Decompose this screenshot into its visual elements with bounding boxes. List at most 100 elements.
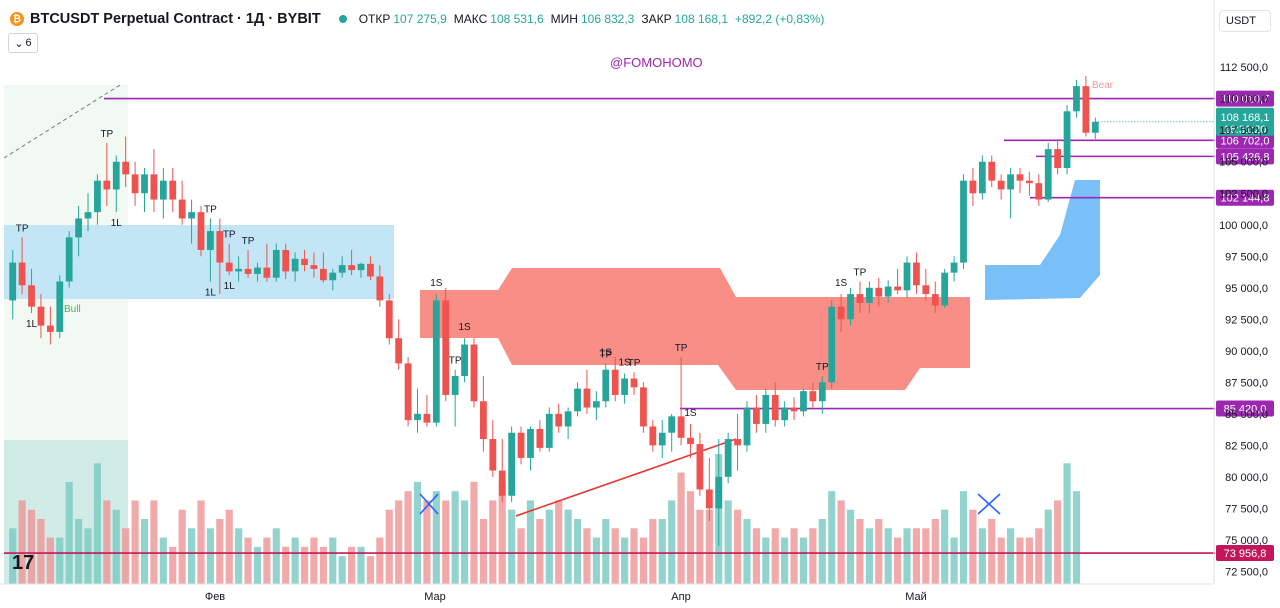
y-tick-label: 90 000,0: [1225, 346, 1268, 358]
long-signal: 1L: [111, 218, 123, 229]
candle-body: [414, 413, 421, 421]
candle-body: [743, 407, 751, 446]
volume-bar: [884, 528, 892, 584]
currency-select[interactable]: USDT: [1219, 10, 1271, 32]
level-label: 73 956,8: [1224, 548, 1267, 560]
candle-body: [592, 401, 600, 408]
volume-bar: [357, 546, 365, 584]
volume-bar: [677, 472, 685, 584]
tp-signal: TP: [100, 129, 113, 140]
candle-body: [9, 262, 17, 301]
volume-bar: [639, 537, 648, 584]
candle-body: [574, 388, 581, 412]
candle-body: [470, 344, 478, 402]
volume-bar: [752, 528, 760, 584]
candle-body: [677, 416, 685, 438]
symbol-title[interactable]: BTCUSDT Perpetual Contract · 1Д · BYBIT: [30, 11, 321, 27]
volume-bar: [978, 528, 986, 584]
volume-bar: [338, 556, 346, 584]
volume-bar: [56, 537, 64, 584]
time-axis[interactable]: Фев Мар Апр Май: [0, 583, 1214, 603]
volume-bar: [206, 528, 214, 584]
volume-bar: [310, 537, 318, 584]
volume-bar: [376, 537, 384, 584]
volume-bar: [470, 481, 478, 584]
level-label: 106 702,0: [1221, 135, 1270, 147]
volume-bar: [592, 537, 600, 584]
candle-body: [188, 212, 195, 219]
candle-body: [282, 249, 290, 272]
candle-body: [141, 174, 148, 194]
candle-body: [348, 265, 355, 271]
volume-bar: [912, 528, 921, 584]
volume-bar: [856, 519, 864, 584]
volume-bar: [649, 519, 657, 584]
candle-body: [696, 444, 704, 490]
candle-body: [178, 199, 186, 219]
candle-body: [1035, 183, 1043, 200]
volume-bar: [122, 528, 130, 584]
candle-body: [922, 285, 930, 295]
short-signal: 1S: [684, 408, 697, 419]
candle-body: [790, 407, 798, 412]
candle-body: [611, 369, 619, 395]
candle-body: [734, 439, 741, 446]
candle-body: [1091, 121, 1099, 133]
candle-body: [216, 231, 224, 263]
candle-body: [1082, 86, 1090, 133]
x-tick-label: Май: [905, 591, 927, 603]
bitcoin-icon: ₿: [10, 12, 24, 26]
short-signal: 1S: [458, 322, 471, 333]
candle-body: [169, 180, 177, 200]
candle-body: [197, 212, 205, 250]
price-axis[interactable]: 72 500,0 75 000,0 77 500,0 80 000,0 82 500,0…: [1213, 0, 1268, 584]
volume-bar: [696, 509, 704, 584]
candle-body: [875, 287, 883, 297]
candle-body: [818, 382, 826, 402]
volume-bar: [140, 519, 149, 584]
y-tick-label: 102 500,0: [1219, 188, 1268, 200]
candle-body: [1026, 180, 1033, 184]
candle-body: [564, 411, 572, 427]
candle-body: [301, 258, 308, 266]
indicators-toggle-button[interactable]: ⌄ 6: [8, 33, 38, 53]
volume-bar: [1006, 528, 1015, 584]
volume-bar: [903, 528, 911, 584]
candle-body: [517, 432, 525, 458]
candle-body: [46, 325, 54, 332]
candle-body: [423, 413, 431, 423]
volume-bar: [809, 528, 817, 584]
candle-body: [357, 263, 365, 271]
candle-body: [545, 413, 553, 448]
candle-body: [498, 470, 506, 496]
y-tick-label: 85 000,0: [1225, 409, 1268, 421]
candle-body: [65, 237, 73, 282]
volume-bar: [263, 537, 271, 584]
volume-bar: [75, 519, 83, 584]
y-tick-label: 107 500,0: [1219, 125, 1268, 137]
volume-bar: [413, 481, 422, 584]
volume-bar: [385, 509, 393, 584]
candle-body: [950, 262, 958, 273]
last-price-timer: 16:31:20: [1224, 124, 1267, 136]
volume-bar: [18, 500, 26, 584]
volume-bar: [621, 537, 629, 584]
blue-band-right: [985, 180, 1100, 300]
candle-body: [913, 262, 920, 286]
candle-body: [207, 231, 214, 250]
candle-body: [658, 432, 666, 446]
tp-signal: TP: [223, 230, 236, 241]
volume-bar: [395, 500, 403, 584]
y-tick-label: 77 500,0: [1225, 503, 1268, 515]
level-tag: [1216, 148, 1274, 165]
candle-body: [112, 161, 120, 190]
candle-body: [319, 268, 327, 281]
volume-bar: [969, 509, 977, 584]
volume-bar: [348, 546, 356, 584]
volume-bar: [9, 528, 17, 584]
volume-bar: [489, 500, 497, 584]
y-tick-label: 112 500,0: [1220, 62, 1268, 74]
last-price-label: 108 168,1: [1221, 112, 1270, 124]
